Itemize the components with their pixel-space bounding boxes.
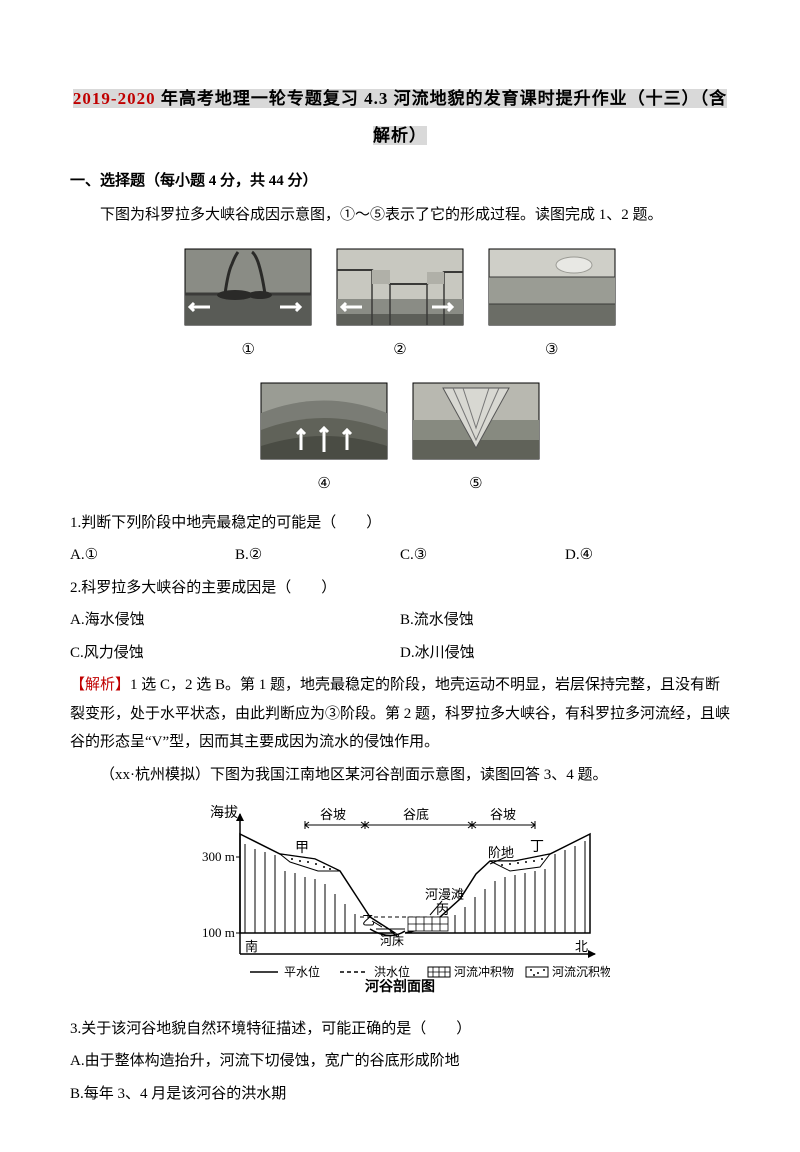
question-2: 2.科罗拉多大峡谷的主要成因是（ ） bbox=[70, 574, 730, 603]
question-3: 3.关于该河谷地貌自然环境特征描述，可能正确的是（ ） bbox=[70, 1015, 730, 1044]
label-hechuang: 河床 bbox=[380, 934, 404, 948]
label-haiba: 海拔 bbox=[210, 805, 238, 821]
legend-chong: 河流冲积物 bbox=[454, 964, 514, 979]
q2-opt-d: D.冰川侵蚀 bbox=[400, 639, 730, 668]
legend-hong: 洪水位 bbox=[374, 964, 410, 979]
analysis-1: 【解析】1 选 C，2 选 B。第 1 题，地壳最稳定的阶段，地壳运动不明显，岩… bbox=[70, 671, 730, 757]
figure-row-2-labels: ④ ⑤ bbox=[70, 470, 730, 499]
q1-opt-c: C.③ bbox=[400, 541, 565, 570]
fig-label-5: ⑤ bbox=[402, 470, 550, 499]
fig-label-3: ③ bbox=[478, 336, 626, 365]
intro-2: （xx·杭州模拟）下图为我国江南地区某河谷剖面示意图，读图回答 3、4 题。 bbox=[70, 761, 730, 790]
intro-1: 下图为科罗拉多大峡谷成因示意图，①～⑤表示了它的形成过程。读图完成 1、2 题。 bbox=[70, 201, 730, 230]
figure-row-2 bbox=[70, 378, 730, 464]
q2-opt-c: C.风力侵蚀 bbox=[70, 639, 400, 668]
label-ding: 丁 bbox=[530, 840, 544, 855]
question-1: 1.判断下列阶段中地壳最稳定的可能是（ ） bbox=[70, 509, 730, 538]
label-bing: 丙 bbox=[436, 902, 449, 917]
q1-opt-b: B.② bbox=[235, 541, 400, 570]
diagram-3-icon bbox=[484, 244, 620, 330]
diagram-2-icon bbox=[332, 244, 468, 330]
page-title: 2019-2020 年高考地理一轮专题复习 4.3 河流地貌的发育课时提升作业（… bbox=[70, 80, 730, 155]
fig-label-4: ④ bbox=[250, 470, 398, 499]
figure-row-1 bbox=[70, 244, 730, 330]
fig-label-1: ① bbox=[174, 336, 322, 365]
cross-section-figure: 海拔 300 m 100 m 甲 丁 阶地 bbox=[70, 799, 730, 1005]
label-300m: 300 m bbox=[202, 849, 235, 864]
label-gupo-l: 谷坡 bbox=[320, 807, 346, 822]
label-heman: 河漫滩 bbox=[425, 887, 464, 902]
label-bei: 北 bbox=[575, 939, 588, 954]
label-100m: 100 m bbox=[202, 925, 235, 940]
cross-section-caption: 河谷剖面图 bbox=[365, 978, 435, 994]
analysis-label: 【解析】 bbox=[70, 677, 130, 693]
question-1-options: A.① B.② C.③ D.④ bbox=[70, 541, 730, 570]
label-yi: 乙 bbox=[362, 913, 375, 928]
section-1-heading: 一、选择题（每小题 4 分，共 44 分） bbox=[70, 167, 730, 196]
label-jia: 甲 bbox=[295, 841, 309, 856]
question-2-options-row1: A.海水侵蚀 B.流水侵蚀 bbox=[70, 606, 730, 635]
q3-opt-a: A.由于整体构造抬升，河流下切侵蚀，宽广的谷底形成阶地 bbox=[70, 1047, 730, 1076]
title-year: 2019-2020 bbox=[73, 89, 156, 108]
diagram-1-icon bbox=[180, 244, 316, 330]
title-rest: 年高考地理一轮专题复习 4.3 河流地貌的发育课时提升作业（十三）（含解析） bbox=[156, 89, 728, 145]
label-gupo-r: 谷坡 bbox=[490, 807, 516, 822]
legend-chen: 河流沉积物 bbox=[552, 965, 610, 979]
legend-ping: 平水位 bbox=[284, 964, 320, 979]
fig-label-2: ② bbox=[326, 336, 474, 365]
q2-opt-b: B.流水侵蚀 bbox=[400, 606, 730, 635]
label-jiedi: 阶地 bbox=[488, 845, 514, 860]
q1-opt-a: A.① bbox=[70, 541, 235, 570]
label-nan: 南 bbox=[245, 939, 258, 954]
diagram-5-icon bbox=[408, 378, 544, 464]
figure-row-1-labels: ① ② ③ bbox=[70, 336, 730, 365]
q2-opt-a: A.海水侵蚀 bbox=[70, 606, 400, 635]
label-gudi: 谷底 bbox=[403, 807, 429, 822]
q3-opt-b: B.每年 3、4 月是该河谷的洪水期 bbox=[70, 1080, 730, 1109]
analysis-1-body: 1 选 C，2 选 B。第 1 题，地壳最稳定的阶段，地壳运动不明显，岩层保持完… bbox=[70, 677, 730, 750]
question-2-options-row2: C.风力侵蚀 D.冰川侵蚀 bbox=[70, 639, 730, 668]
diagram-4-icon bbox=[256, 378, 392, 464]
q1-opt-d: D.④ bbox=[565, 541, 730, 570]
